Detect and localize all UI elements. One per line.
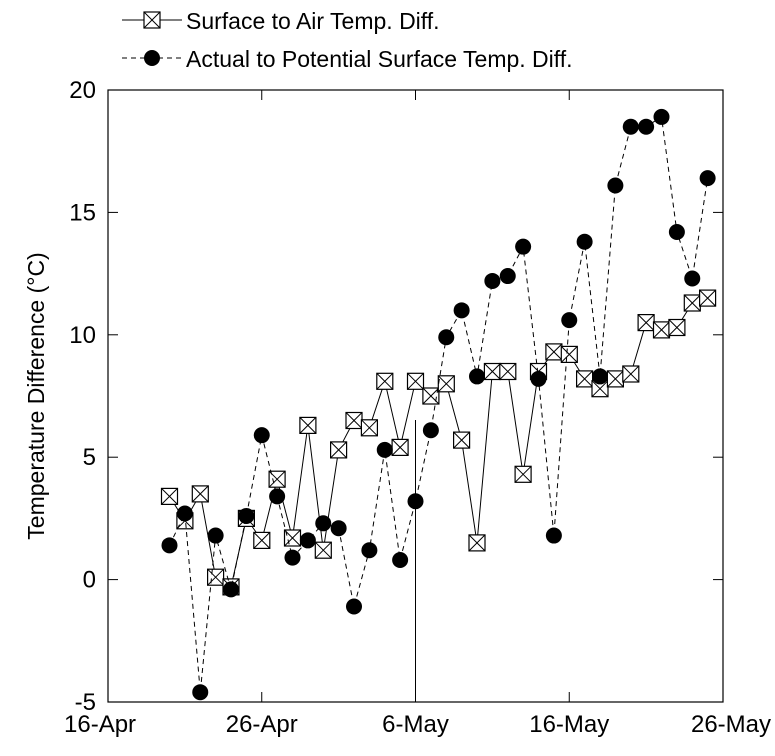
data-point xyxy=(668,223,685,240)
legend-label-surface-air: Surface to Air Temp. Diff. xyxy=(186,8,440,34)
data-point xyxy=(207,527,224,544)
data-point xyxy=(575,370,594,388)
legend-label-actual-potential: Actual to Potential Surface Temp. Diff. xyxy=(186,46,573,72)
data-point xyxy=(407,493,424,510)
data-point xyxy=(330,441,348,459)
y-tick-label: 15 xyxy=(69,199,96,226)
data-point xyxy=(392,552,409,569)
data-point xyxy=(191,485,209,503)
data-point xyxy=(299,532,316,549)
data-point xyxy=(360,419,378,437)
data-point xyxy=(453,302,470,319)
data-point xyxy=(284,549,301,566)
legend-entry-actual-potential: Actual to Potential Surface Temp. Diff. xyxy=(122,46,573,72)
data-point xyxy=(576,233,593,250)
data-point xyxy=(622,365,640,383)
data-point xyxy=(299,416,317,434)
x-tick-label: 16-May xyxy=(529,711,609,738)
data-point xyxy=(653,108,670,125)
y-tick-label: -5 xyxy=(75,689,96,716)
y-axis-label: Temperature Difference (°C) xyxy=(23,252,49,539)
data-point xyxy=(223,581,239,598)
data-point xyxy=(253,427,270,444)
y-tick-label: 5 xyxy=(83,444,96,471)
data-point xyxy=(176,505,193,522)
x-tick-label: 6-May xyxy=(382,711,449,738)
x-axis-ticks: 16-Apr 26-Apr 6-May 16-May 26-May xyxy=(64,90,771,738)
data-point xyxy=(376,441,393,458)
data-point xyxy=(545,527,562,544)
x-tick-label: 26-Apr xyxy=(226,711,298,738)
data-point xyxy=(238,507,255,524)
legend-entry-surface-air: Surface to Air Temp. Diff. xyxy=(122,8,440,34)
data-point xyxy=(268,470,286,488)
data-point xyxy=(346,598,362,615)
data-point xyxy=(192,684,209,701)
y-tick-label: 10 xyxy=(69,322,96,349)
data-point xyxy=(530,370,547,387)
data-point xyxy=(499,268,516,285)
data-point xyxy=(683,294,701,312)
series-actual-potential xyxy=(161,108,716,701)
data-point xyxy=(637,314,655,332)
data-point xyxy=(638,118,655,135)
x-tick-label: 16-Apr xyxy=(64,711,136,738)
data-point xyxy=(361,542,378,559)
data-point xyxy=(515,238,532,255)
series-line xyxy=(169,297,708,588)
data-point xyxy=(699,170,716,187)
data-point xyxy=(314,541,332,559)
data-point xyxy=(422,387,440,405)
series-layer xyxy=(160,108,717,701)
data-point xyxy=(161,537,178,554)
data-point xyxy=(592,368,608,385)
x-tick-label: 26-May xyxy=(691,711,771,738)
legend-marker-surface-air xyxy=(143,11,161,29)
data-point xyxy=(391,438,409,456)
data-point xyxy=(622,118,639,135)
data-point xyxy=(591,380,609,398)
data-point xyxy=(607,177,624,194)
data-point xyxy=(283,529,302,547)
data-point xyxy=(499,362,517,381)
data-point xyxy=(684,270,701,287)
data-point xyxy=(561,312,578,329)
data-point xyxy=(606,370,625,388)
data-point xyxy=(453,431,471,449)
data-point xyxy=(345,411,363,430)
data-point xyxy=(437,375,455,393)
data-point xyxy=(330,520,347,537)
series-line xyxy=(169,116,709,693)
data-point xyxy=(160,487,179,505)
data-point xyxy=(560,345,578,363)
y-tick-label: 0 xyxy=(83,567,96,594)
data-point xyxy=(468,534,486,552)
data-point xyxy=(422,422,439,439)
data-point xyxy=(315,515,332,532)
data-point xyxy=(269,488,286,505)
data-point xyxy=(545,343,563,361)
data-point xyxy=(376,372,394,390)
data-point xyxy=(253,531,271,550)
data-point xyxy=(484,272,501,289)
legend: Surface to Air Temp. Diff. Actual to Pot… xyxy=(122,8,573,72)
legend-marker-actual-potential xyxy=(144,50,160,66)
y-tick-label: 20 xyxy=(69,77,96,104)
data-point xyxy=(514,465,532,483)
data-point xyxy=(668,318,686,337)
data-point xyxy=(469,368,485,385)
data-point xyxy=(406,372,425,390)
data-point xyxy=(438,329,455,346)
data-point xyxy=(483,362,501,381)
data-point xyxy=(652,321,671,339)
data-point xyxy=(207,568,225,586)
y-axis-ticks: -5 0 5 10 15 20 xyxy=(69,77,723,716)
data-point xyxy=(698,289,717,307)
